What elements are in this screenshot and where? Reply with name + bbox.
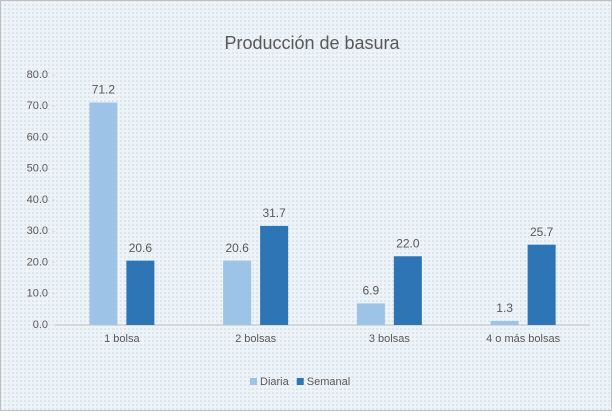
data-label: 31.7	[262, 206, 286, 220]
y-tick-label: 10.0	[27, 288, 48, 300]
bar	[223, 260, 252, 325]
y-tick-label: 80.0	[27, 69, 48, 81]
y-tick-label: 0.0	[33, 319, 48, 331]
bar	[260, 225, 289, 325]
bar	[126, 260, 155, 325]
data-label: 6.9	[363, 284, 380, 298]
bar	[89, 102, 118, 325]
data-label: 20.6	[129, 241, 153, 255]
bar	[527, 244, 556, 325]
bar	[393, 256, 422, 325]
y-tick-label: 30.0	[27, 225, 48, 237]
data-label: 71.2	[92, 83, 116, 97]
y-tick-label: 70.0	[27, 100, 48, 112]
y-tick-label: 20.0	[27, 256, 48, 268]
x-tick-label: 2 bolsas	[235, 333, 276, 345]
bar	[356, 303, 385, 325]
chart-title: Producción de basura	[224, 33, 400, 53]
data-label: 1.3	[496, 301, 513, 315]
x-tick-label: 1 bolsa	[104, 333, 140, 345]
y-tick-label: 60.0	[27, 131, 48, 143]
legend-swatch	[296, 378, 304, 385]
x-tick-label: 4 o más bolsas	[486, 333, 560, 345]
x-tick-label: 3 bolsas	[369, 333, 410, 345]
y-tick-label: 50.0	[27, 163, 48, 175]
bar	[490, 320, 519, 325]
data-label: 25.7	[530, 225, 554, 239]
legend-swatch	[250, 378, 257, 385]
legend-label: Diaria	[260, 376, 290, 388]
legend-label: Semanal	[307, 376, 350, 388]
y-tick-label: 40.0	[27, 194, 48, 206]
data-label: 20.6	[225, 241, 249, 255]
data-label: 22.0	[396, 236, 420, 250]
